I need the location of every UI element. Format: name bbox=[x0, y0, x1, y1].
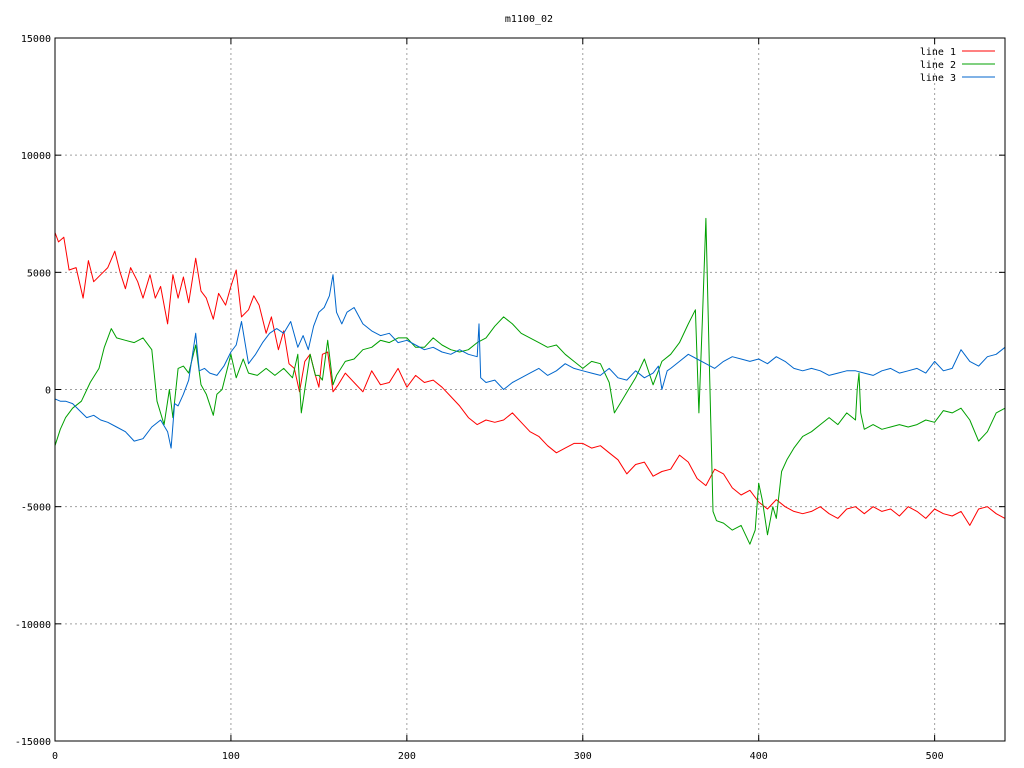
series-line-3 bbox=[54, 274, 1006, 449]
x-tick-label: 300 bbox=[574, 751, 592, 762]
y-tick-label: 15000 bbox=[21, 34, 51, 45]
y-tick-label: 0 bbox=[45, 386, 51, 397]
y-tick-label: -15000 bbox=[15, 737, 51, 748]
x-tick-label: 500 bbox=[926, 751, 944, 762]
y-tick-label: -10000 bbox=[15, 620, 51, 631]
series-line-2 bbox=[54, 217, 1006, 545]
x-tick-label: 0 bbox=[52, 751, 58, 762]
x-tick-label: 200 bbox=[398, 751, 416, 762]
y-tick-label: 10000 bbox=[21, 151, 51, 162]
chart-title: m1100_02 bbox=[505, 14, 553, 25]
legend-label: line 2 bbox=[920, 60, 956, 71]
axis-ticks: 0 100 200 300 400 500 -15000 -10000 -5000 0 5000 10… bbox=[15, 34, 1005, 762]
legend: line 1 line 2 line 3 bbox=[920, 47, 995, 84]
y-tick-label: -5000 bbox=[21, 503, 51, 514]
legend-label: line 3 bbox=[920, 73, 956, 84]
series-line-1 bbox=[54, 232, 1006, 526]
x-tick-label: 400 bbox=[750, 751, 768, 762]
x-tick-label: 100 bbox=[222, 751, 240, 762]
y-tick-label: 5000 bbox=[27, 268, 51, 279]
series-layer bbox=[54, 217, 1006, 545]
legend-label: line 1 bbox=[920, 47, 956, 58]
grid bbox=[55, 38, 1005, 741]
